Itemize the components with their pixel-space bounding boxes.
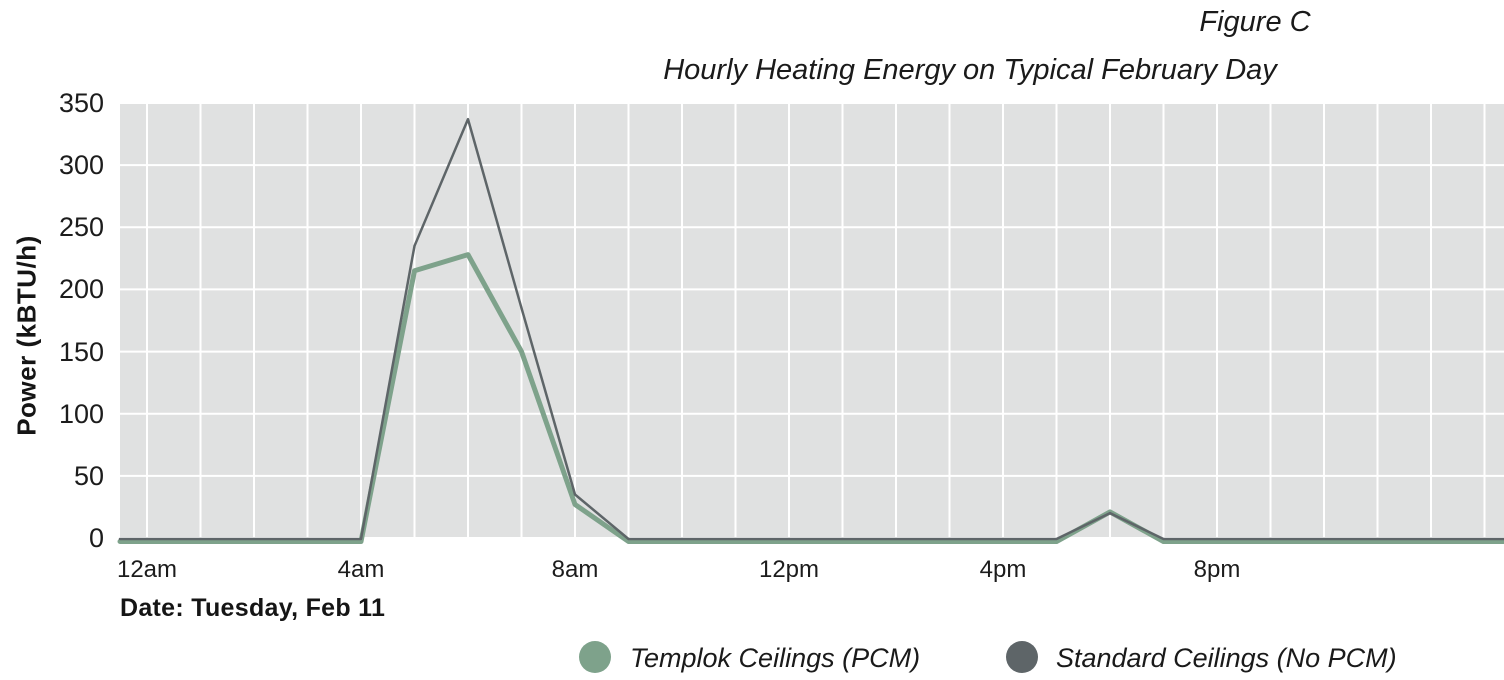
x-tick-label: 12am	[116, 556, 178, 583]
y-tick-label: 300	[58, 150, 104, 181]
y-tick-label: 350	[58, 88, 104, 118]
y-tick-label: 0	[88, 523, 104, 553]
y-tick-label: 200	[58, 274, 104, 305]
y-tick-label: 100	[58, 398, 104, 429]
figure-label: Figure C	[1199, 6, 1311, 38]
plot-background	[120, 103, 1504, 538]
x-tick-label: 4pm	[979, 556, 1027, 583]
y-tick-label: 50	[73, 460, 104, 491]
date-note: Date: Tuesday, Feb 11	[120, 594, 386, 622]
y-tick-label: 150	[58, 336, 104, 367]
x-tick-label: 8pm	[1193, 556, 1241, 583]
series-line-standard	[118, 117, 1504, 541]
x-tick-label: 8am	[551, 556, 599, 583]
x-tick-label: 4am	[337, 556, 385, 583]
x-tick-label: 12pm	[758, 556, 820, 583]
legend-dot-templok	[579, 641, 611, 673]
legend-label-standard: Standard Ceilings (No PCM)	[1056, 643, 1397, 673]
legend-label-templok: Templok Ceilings (PCM)	[630, 643, 921, 673]
legend-dot-standard	[1006, 641, 1038, 673]
chart-title: Hourly Heating Energy on Typical Februar…	[663, 54, 1277, 86]
series-line-templok	[117, 252, 1504, 544]
y-tick-label: 250	[58, 212, 104, 243]
